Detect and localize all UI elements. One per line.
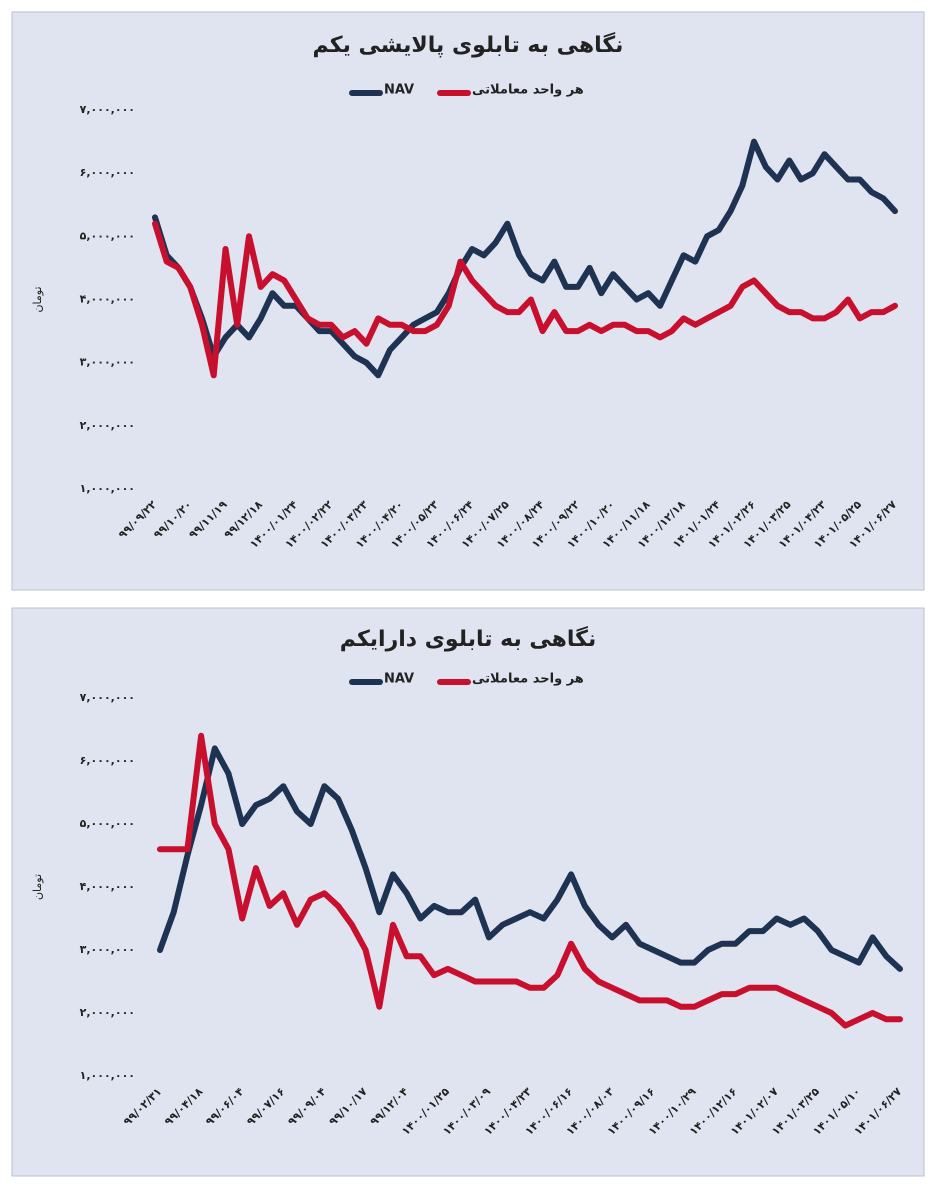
legend-label: NAV: [384, 83, 414, 98]
series-line: [157, 745, 903, 972]
y-tick-label: ۷,۰۰۰,۰۰۰: [80, 691, 135, 704]
panel: [11, 607, 925, 1177]
series-line: [152, 138, 898, 379]
y-axis-label: تومان: [31, 286, 44, 312]
y-tick-label: ۶,۰۰۰,۰۰۰: [80, 166, 135, 179]
y-tick-label: ۴,۰۰۰,۰۰۰: [80, 880, 135, 893]
y-tick-label: ۶,۰۰۰,۰۰۰: [80, 754, 135, 767]
chart-title: نگاهی به تابلوی دارایکم: [340, 625, 596, 652]
legend-label: NAV: [384, 672, 414, 687]
y-tick-label: ۴,۰۰۰,۰۰۰: [80, 293, 135, 306]
y-tick-label: ۳,۰۰۰,۰۰۰: [80, 943, 135, 956]
y-tick-label: ۵,۰۰۰,۰۰۰: [80, 229, 135, 242]
legend-label: هر واحد معاملاتی: [472, 83, 584, 98]
series-line: [152, 220, 898, 379]
y-tick-label: ۲,۰۰۰,۰۰۰: [80, 419, 135, 432]
y-axis-label: تومان: [31, 874, 44, 900]
legend-label: هر واحد معاملاتی: [472, 672, 584, 687]
y-tick-label: ۱,۰۰۰,۰۰۰: [80, 482, 135, 495]
y-tick-label: ۵,۰۰۰,۰۰۰: [80, 817, 135, 830]
y-tick-label: ۷,۰۰۰,۰۰۰: [80, 103, 135, 116]
y-tick-label: ۳,۰۰۰,۰۰۰: [80, 356, 135, 369]
y-tick-label: ۱,۰۰۰,۰۰۰: [80, 1069, 135, 1082]
series-line: [157, 732, 903, 1029]
y-tick-label: ۲,۰۰۰,۰۰۰: [80, 1006, 135, 1019]
chart-title: نگاهی به تابلوی پالایشی یکم: [313, 31, 624, 58]
